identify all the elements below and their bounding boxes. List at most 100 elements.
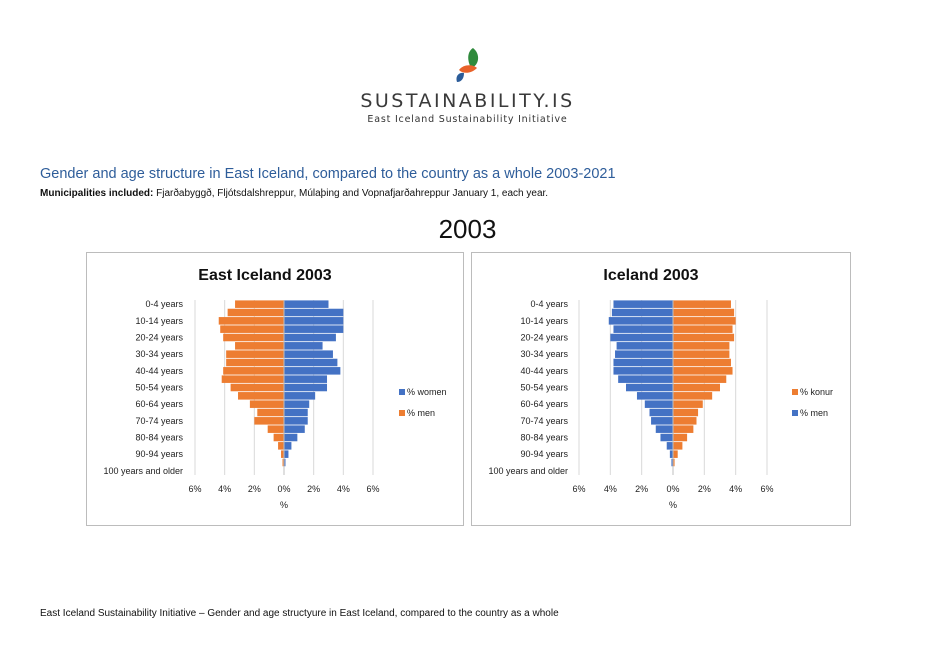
green-leaf <box>467 48 478 68</box>
bar-men-65-69-years <box>257 408 284 417</box>
x-tick-label: 6% <box>572 484 585 494</box>
bar-konur-85-89-years <box>673 442 683 450</box>
y-tick-label: 60-64 years <box>520 399 568 409</box>
bar-men-55-59-years <box>238 392 284 400</box>
y-tick-label: 10-14 years <box>520 316 568 326</box>
bar-women-60-64-years <box>284 400 310 408</box>
y-tick-label: 30-34 years <box>520 349 568 359</box>
bar-konur-45-49-years <box>673 375 727 383</box>
bar-men-0-4-years <box>613 300 673 308</box>
footer-text: East Iceland Sustainability Initiative –… <box>40 608 559 619</box>
bar-men-40-44-years <box>613 367 673 375</box>
bar-konur-55-59-years <box>673 392 713 400</box>
chart-svg-0: East Iceland 2003 100 years and older 90-9… <box>103 267 447 510</box>
y-tick-label: 90-94 years <box>520 449 568 459</box>
bar-konur-95-99-years <box>673 458 675 467</box>
leaf-logo-icon <box>455 48 478 82</box>
bar-men-95-99-years <box>671 458 673 467</box>
legend-swatch-women <box>399 389 405 395</box>
bar-women-50-54-years <box>284 383 328 392</box>
page-subtitle: Municipalities included: Fjarðabyggð, Fl… <box>40 188 548 199</box>
x-tick-label: 4% <box>337 484 350 494</box>
bar-konur-35-39-years <box>673 358 731 367</box>
legend-label-men: % men <box>407 408 435 418</box>
bar-men-90-94-years <box>669 450 673 458</box>
x-tick-label: 6% <box>760 484 773 494</box>
bar-konur-70-74-years <box>673 417 697 425</box>
x-tick-label: 2% <box>248 484 261 494</box>
bar-konur-30-34-years <box>673 350 730 358</box>
legend-swatch-men <box>399 410 405 416</box>
bar-konur-20-24-years <box>673 333 735 342</box>
y-tick-label: 40-44 years <box>520 366 568 376</box>
bar-men-35-39-years <box>226 358 284 367</box>
bar-women-65-69-years <box>284 408 308 417</box>
x-tick-label: 2% <box>307 484 320 494</box>
bar-men-70-74-years <box>254 417 284 425</box>
y-tick-label: 80-84 years <box>520 433 568 443</box>
bar-men-0-4-years <box>235 300 284 308</box>
x-tick-label: 2% <box>635 484 648 494</box>
y-tick-label: 80-84 years <box>135 433 183 443</box>
x-tick-label: 0% <box>666 484 679 494</box>
bar-women-35-39-years <box>284 358 338 367</box>
bar-women-30-34-years <box>284 350 333 358</box>
bar-men-75-79-years <box>655 425 673 433</box>
x-tick-label: 6% <box>188 484 201 494</box>
bar-konur-0-4-years <box>673 300 731 308</box>
bar-konur-60-64-years <box>673 400 703 408</box>
y-tick-label: 40-44 years <box>135 366 183 376</box>
bar-men-35-39-years <box>613 358 673 367</box>
bar-konur-65-69-years <box>673 408 699 417</box>
brand-name: SUSTAINABILITY.IS <box>360 90 575 112</box>
brand-subtitle: East Iceland Sustainability Initiative <box>367 114 568 125</box>
x-tick-label: 4% <box>604 484 617 494</box>
bar-men-45-49-years <box>221 375 284 383</box>
bar-women-15-19-years <box>284 325 344 333</box>
x-tick-label: 4% <box>218 484 231 494</box>
bar-men-60-64-years <box>249 400 284 408</box>
bar-women-0-4-years <box>284 300 329 308</box>
legend-label-konur: % konur <box>800 387 833 397</box>
bar-men-45-49-years <box>618 375 673 383</box>
x-tick-label: 6% <box>366 484 379 494</box>
bar-men-50-54-years <box>230 383 284 392</box>
bar-men-15-19-years <box>220 325 284 333</box>
bar-men-70-74-years <box>651 417 673 425</box>
y-tick-label: 70-74 years <box>520 416 568 426</box>
bar-women-95-99-years <box>284 458 286 467</box>
bar-men-30-34-years <box>615 350 673 358</box>
bar-women-85-89-years <box>284 442 292 450</box>
bar-men-25-29-years <box>616 342 673 350</box>
bar-konur-90-94-years <box>673 450 678 458</box>
bar-konur-10-14-years <box>673 317 736 325</box>
bar-women-25-29-years <box>284 342 323 350</box>
legend-swatch-konur <box>792 389 798 395</box>
bar-men-50-54-years <box>626 383 673 392</box>
x-tick-label: 0% <box>277 484 290 494</box>
y-tick-label: 0-4 years <box>530 299 568 309</box>
chart-east-iceland: East Iceland 2003 100 years and older 90-9… <box>86 252 464 526</box>
chart-iceland: Iceland 2003 100 years and older 90-94 yea… <box>471 252 851 526</box>
y-tick-label: 30-34 years <box>135 349 183 359</box>
bar-women-5-9-years <box>284 308 344 317</box>
y-tick-label: 50-54 years <box>520 383 568 393</box>
bar-women-45-49-years <box>284 375 328 383</box>
bar-men-80-84-years <box>660 433 673 442</box>
page-title: Gender and age structure in East Iceland… <box>40 166 616 182</box>
bar-men-95-99-years <box>282 458 284 467</box>
bar-men-40-44-years <box>223 367 284 375</box>
bar-konur-40-44-years <box>673 367 733 375</box>
bar-men-5-9-years <box>611 308 673 317</box>
bar-men-80-84-years <box>273 433 284 442</box>
legend-label-women: % women <box>407 387 447 397</box>
subtitle-bold: Municipalities included: <box>40 188 154 199</box>
bar-konur-75-79-years <box>673 425 694 433</box>
bar-men-60-64-years <box>644 400 673 408</box>
bar-konur-25-29-years <box>673 342 730 350</box>
x-axis-label: % <box>280 500 288 510</box>
y-tick-label: 20-24 years <box>520 333 568 343</box>
bar-women-70-74-years <box>284 417 308 425</box>
bar-men-90-94-years <box>281 450 284 458</box>
bar-men-20-24-years <box>223 333 284 342</box>
